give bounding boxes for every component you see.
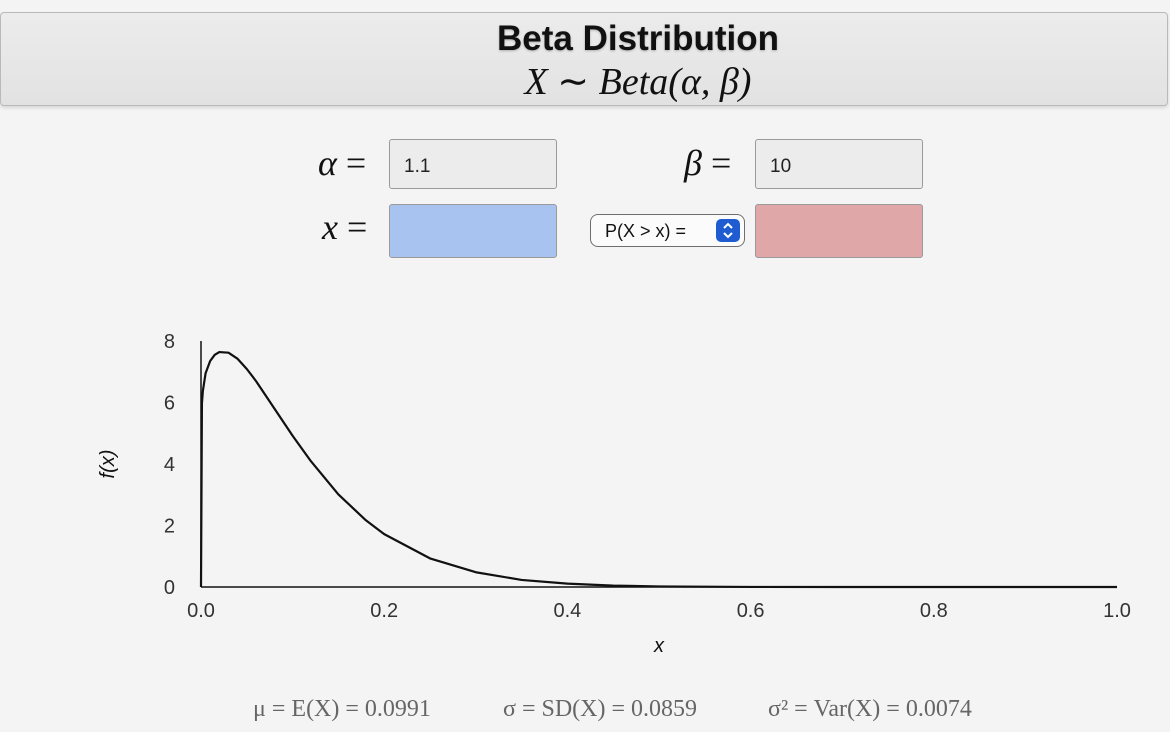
x-tick-label: 1.0 [1103, 600, 1131, 622]
x-axis-title: x [653, 635, 665, 657]
page-title: Beta Distribution [497, 19, 779, 58]
alpha-input[interactable]: 1.1 [389, 139, 557, 189]
y-tick-label: 4 [164, 454, 175, 476]
variance-stat: σ² = Var(X) = 0.0074 [768, 696, 972, 722]
formula-distribution: Beta(α, β) [598, 61, 752, 103]
x-label: x = [322, 207, 368, 247]
x-tick-label: 0.8 [920, 600, 948, 622]
x-tick-label: 0.4 [553, 600, 581, 622]
density-curve [199, 350, 1117, 589]
beta-input[interactable]: 10 [755, 139, 923, 189]
y-axis-title: f(x) [97, 450, 119, 479]
y-axis: 0 2 4 6 8 [164, 331, 202, 599]
sd-stat: σ = SD(X) = 0.0859 [503, 696, 698, 722]
x-tick-label: 0.2 [370, 600, 398, 622]
chevron-updown-icon [716, 219, 740, 242]
y-tick-label: 6 [164, 393, 175, 415]
beta-label: β = [684, 143, 732, 183]
x-input[interactable] [389, 204, 557, 258]
y-tick-label: 8 [164, 331, 175, 353]
probability-type-select[interactable]: P(X > x) = [590, 214, 745, 247]
formula-variable: X [524, 61, 548, 103]
x-tick-label: 0.6 [737, 600, 765, 622]
probability-output [755, 204, 923, 258]
formula-tilde: ∼ [557, 61, 590, 103]
y-tick-label: 2 [164, 516, 175, 538]
x-axis: 0.0 0.2 0.4 0.6 0.8 1.0 [187, 586, 1131, 622]
y-tick-label: 0 [164, 577, 175, 599]
alpha-label: α = [318, 143, 367, 183]
select-value: P(X > x) = [605, 221, 687, 241]
x-tick-label: 0.0 [187, 600, 215, 622]
density-series [199, 350, 1117, 589]
app-header: Beta Distribution X ∼ Beta(α, β) [0, 12, 1168, 106]
mean-stat: μ = E(X) = 0.0991 [253, 696, 431, 722]
distribution-formula: X ∼ Beta(α, β) [1, 59, 1170, 104]
density-chart: 0 2 4 6 8 0.0 0.2 0.4 0.6 0.8 1.0 x f(x) [97, 331, 1131, 657]
